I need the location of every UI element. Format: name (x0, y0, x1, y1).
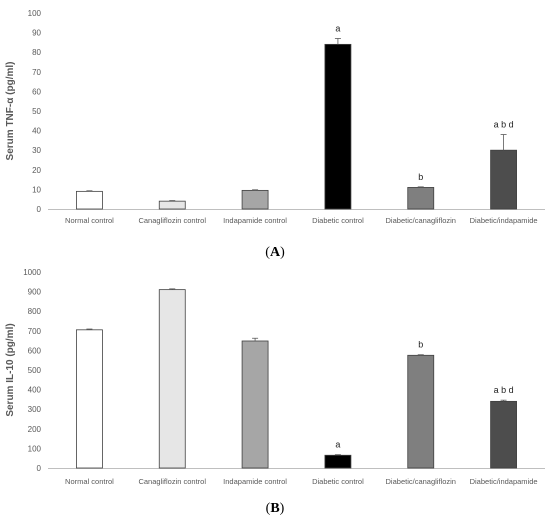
chart-a-panel-label: (A) (265, 245, 285, 260)
chart-b-ytick-label: 500 (28, 366, 42, 375)
chart-b-category-label: Normal control (65, 477, 114, 486)
chart-b-significance-label: b (418, 340, 423, 350)
chart-a-ytick-label: 60 (32, 87, 41, 96)
chart-b-bar (324, 454, 352, 469)
chart-a-bar (324, 43, 352, 210)
chart-a-bar (490, 149, 517, 210)
chart-b-panel-letter: B (270, 501, 279, 516)
chart-b-ytick-label: 1000 (23, 268, 41, 277)
chart-b-significance-label: a (335, 440, 340, 450)
chart-a-bar (158, 200, 186, 210)
chart-b-bar (76, 329, 103, 469)
chart-b-bar (490, 400, 517, 469)
chart-b-y-axis-label: Serum IL-10 (pg/ml) (5, 323, 16, 416)
chart-a-ytick-label: 0 (37, 205, 42, 214)
chart-b-significance-label: a b d (494, 385, 514, 395)
chart-a-ytick-label: 100 (28, 9, 42, 18)
chart-b-category-label: Indapamide control (223, 477, 287, 486)
chart-b-bar (158, 289, 186, 469)
chart-a-ytick-label: 50 (32, 107, 41, 116)
chart-b-category-label: Diabetic/indapamide (470, 477, 538, 486)
chart-b-panel-label: (B) (266, 501, 285, 516)
chart-a-ytick-label: 10 (32, 185, 41, 194)
chart-b-ytick-label: 900 (28, 288, 42, 297)
chart-a-significance-label: b (418, 172, 423, 182)
chart-a-panel-paren-close: ) (280, 245, 285, 260)
chart-a-category-label: Canagliflozin control (138, 216, 206, 225)
chart-b-ytick-label: 100 (28, 444, 42, 453)
chart-a-panel-paren-open: ( (265, 245, 270, 260)
chart-b-category-label: Canagliflozin control (138, 477, 206, 486)
chart-b: 0 100 200 300 400 500 600 700 800 900 1000 Serum IL… (5, 268, 545, 516)
chart-a-significance-label: a b d (494, 120, 514, 130)
chart-a-bar (76, 190, 103, 210)
chart-b-ytick-label: 700 (28, 327, 42, 336)
chart-b-ytick-label: 400 (28, 386, 42, 395)
chart-b-bar (407, 354, 435, 469)
chart-b-ytick-label: 800 (28, 307, 42, 316)
chart-b-category-label: Diabetic/canagliflozin (386, 477, 456, 486)
chart-b-panel-paren-close: ) (280, 501, 285, 516)
chart-a-category-label: Diabetic/indapamide (470, 216, 538, 225)
chart-b-category-label: Diabetic control (312, 477, 364, 486)
chart-a-ytick-label: 80 (32, 48, 41, 57)
chart-a-ytick-label: 70 (32, 68, 41, 77)
chart-a-category-label: Diabetic/canagliflozin (386, 216, 456, 225)
chart-a: 0 10 20 30 40 50 60 70 80 90 100 Serum TNF-α (pg/ml… (5, 9, 545, 260)
chart-a-significance-label: a (335, 23, 340, 33)
chart-b-ytick-label: 300 (28, 405, 42, 414)
chart-b-ytick-label: 0 (37, 464, 42, 473)
chart-a-ytick-label: 30 (32, 146, 41, 155)
chart-a-category-label: Indapamide control (223, 216, 287, 225)
chart-b-panel-paren-open: ( (266, 501, 271, 516)
chart-a-category-label: Diabetic control (312, 216, 364, 225)
chart-b-ytick-label: 600 (28, 346, 42, 355)
chart-b-ytick-label: 200 (28, 425, 42, 434)
chart-a-ytick-label: 90 (32, 29, 41, 38)
chart-a-ytick-label: 20 (32, 166, 41, 175)
chart-a-y-axis-label: Serum TNF-α (pg/ml) (5, 62, 16, 161)
chart-a-ytick-label: 40 (32, 127, 41, 136)
chart-a-bar (241, 189, 269, 210)
chart-b-bar (241, 340, 269, 469)
chart-a-bar (407, 187, 435, 210)
chart-a-panel-letter: A (270, 245, 281, 260)
chart-a-category-label: Normal control (65, 216, 114, 225)
